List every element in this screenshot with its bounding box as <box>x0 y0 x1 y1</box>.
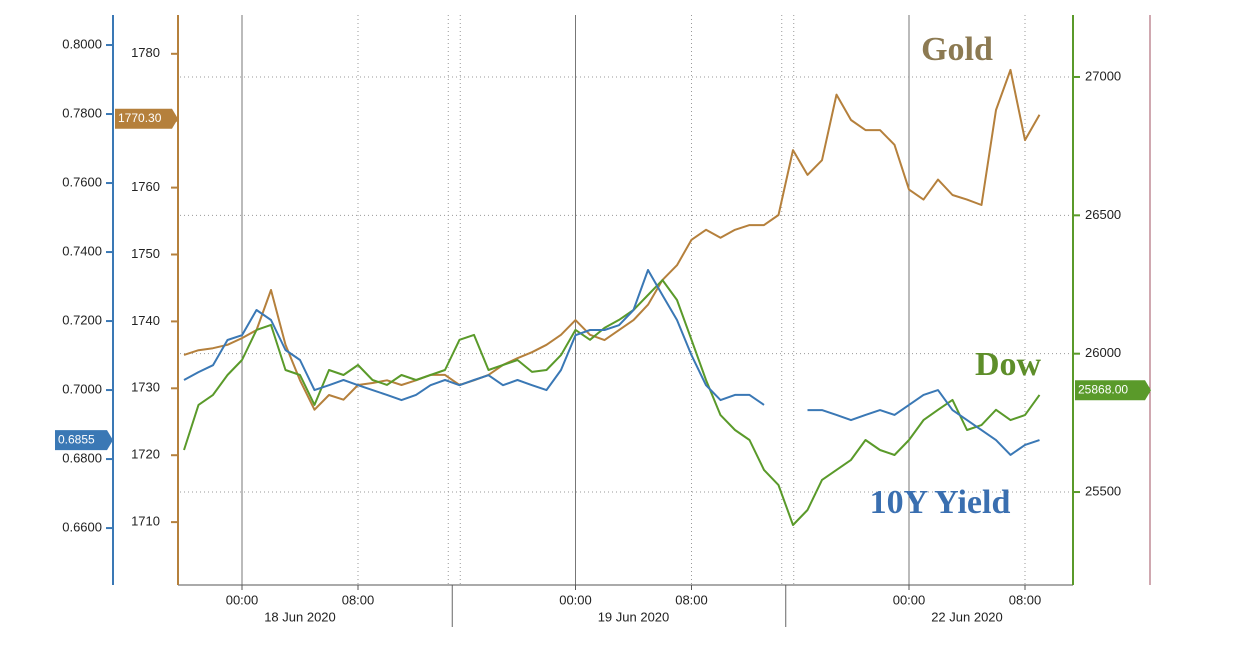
x-tick-label: 00:00 <box>893 592 926 607</box>
x-tick-label: 00:00 <box>559 592 592 607</box>
y-tick-label: 1710 <box>131 514 160 529</box>
date-label: 19 Jun 2020 <box>598 609 670 624</box>
y3-tick-label: 0.7000 <box>62 381 102 396</box>
y3-tick-label: 0.7400 <box>62 243 102 258</box>
y3-tick-label: 0.8000 <box>62 36 102 51</box>
date-label: 22 Jun 2020 <box>931 609 1003 624</box>
series-label: 10Y Yield <box>870 484 1011 521</box>
date-label: 18 Jun 2020 <box>264 609 336 624</box>
y3-tick-label: 0.7200 <box>62 312 102 327</box>
y-tick-label: 1780 <box>131 45 160 60</box>
value-tag-label: 25868.00 <box>1078 382 1128 396</box>
value-tag-label: 1770.30 <box>118 111 162 125</box>
series-line <box>183 279 1041 526</box>
y3-tick-label: 0.6800 <box>62 450 102 465</box>
y-tick-label: 1720 <box>131 447 160 462</box>
y-tick-label: 1760 <box>131 179 160 194</box>
y3-tick-label: 0.6600 <box>62 520 102 535</box>
y2-tick-label: 26000 <box>1085 345 1121 360</box>
value-tag <box>55 430 113 451</box>
x-tick-label: 08:00 <box>675 592 708 607</box>
value-tag <box>1075 380 1151 401</box>
x-tick-label: 08:00 <box>1009 592 1042 607</box>
value-tag-label: 0.6855 <box>58 432 95 446</box>
y3-tick-label: 0.7600 <box>62 174 102 189</box>
y-tick-label: 1730 <box>131 380 160 395</box>
x-tick-label: 00:00 <box>226 592 259 607</box>
y2-tick-label: 26500 <box>1085 207 1121 222</box>
y2-tick-label: 27000 <box>1085 68 1121 83</box>
x-tick-label: 08:00 <box>342 592 375 607</box>
series-label: Gold <box>921 31 993 68</box>
y-tick-label: 1750 <box>131 246 160 261</box>
value-tag <box>115 108 178 129</box>
series-label: Dow <box>975 346 1042 383</box>
y3-tick-label: 0.7800 <box>62 105 102 120</box>
y-tick-label: 1740 <box>131 313 160 328</box>
series-line <box>183 269 1040 456</box>
y2-tick-label: 25500 <box>1085 483 1121 498</box>
series-line <box>183 68 1041 411</box>
